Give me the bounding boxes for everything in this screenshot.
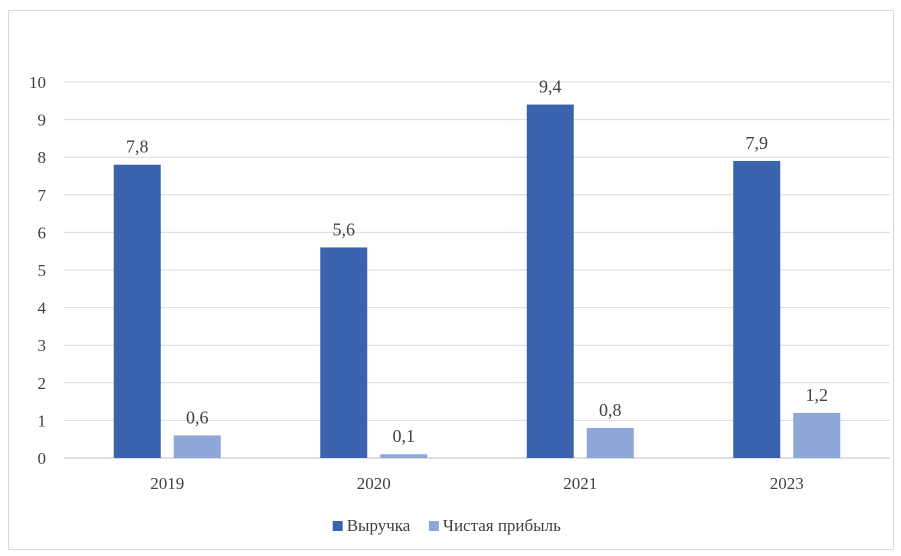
y-tick-label: 6 [38, 223, 47, 242]
data-label: 5,6 [333, 219, 356, 239]
y-tick-label: 0 [38, 449, 47, 468]
data-label: 0,6 [186, 407, 209, 427]
data-label: 9,4 [539, 77, 562, 97]
x-tick-label: 2019 [150, 474, 184, 493]
bar [793, 412, 841, 458]
bar [113, 164, 161, 458]
data-label: 7,9 [746, 133, 769, 153]
y-tick-label: 3 [38, 336, 47, 355]
y-tick-label: 10 [29, 73, 46, 92]
x-tick-label: 2021 [563, 474, 597, 493]
y-tick-label: 7 [38, 186, 47, 205]
y-tick-label: 5 [38, 261, 47, 280]
legend-swatch [428, 521, 439, 531]
data-label: 0,8 [599, 400, 622, 420]
bar [380, 454, 428, 458]
legend-swatch [332, 521, 343, 531]
bar [173, 435, 221, 458]
bar [526, 104, 574, 458]
y-tick-label: 2 [38, 374, 47, 393]
data-label: 0,1 [393, 426, 416, 446]
data-label: 1,2 [806, 385, 829, 405]
y-tick-label: 8 [38, 148, 47, 167]
bar [586, 427, 634, 458]
y-tick-label: 4 [38, 299, 47, 318]
legend-label: Чистая прибыль [443, 516, 561, 535]
data-label: 7,8 [126, 137, 149, 157]
y-tick-label: 1 [38, 411, 47, 430]
x-tick-label: 2023 [770, 474, 804, 493]
y-tick-label: 9 [38, 111, 47, 130]
bar [320, 247, 368, 458]
bar [733, 160, 781, 458]
x-tick-label: 2020 [357, 474, 391, 493]
legend-label: Выручка [347, 516, 411, 535]
